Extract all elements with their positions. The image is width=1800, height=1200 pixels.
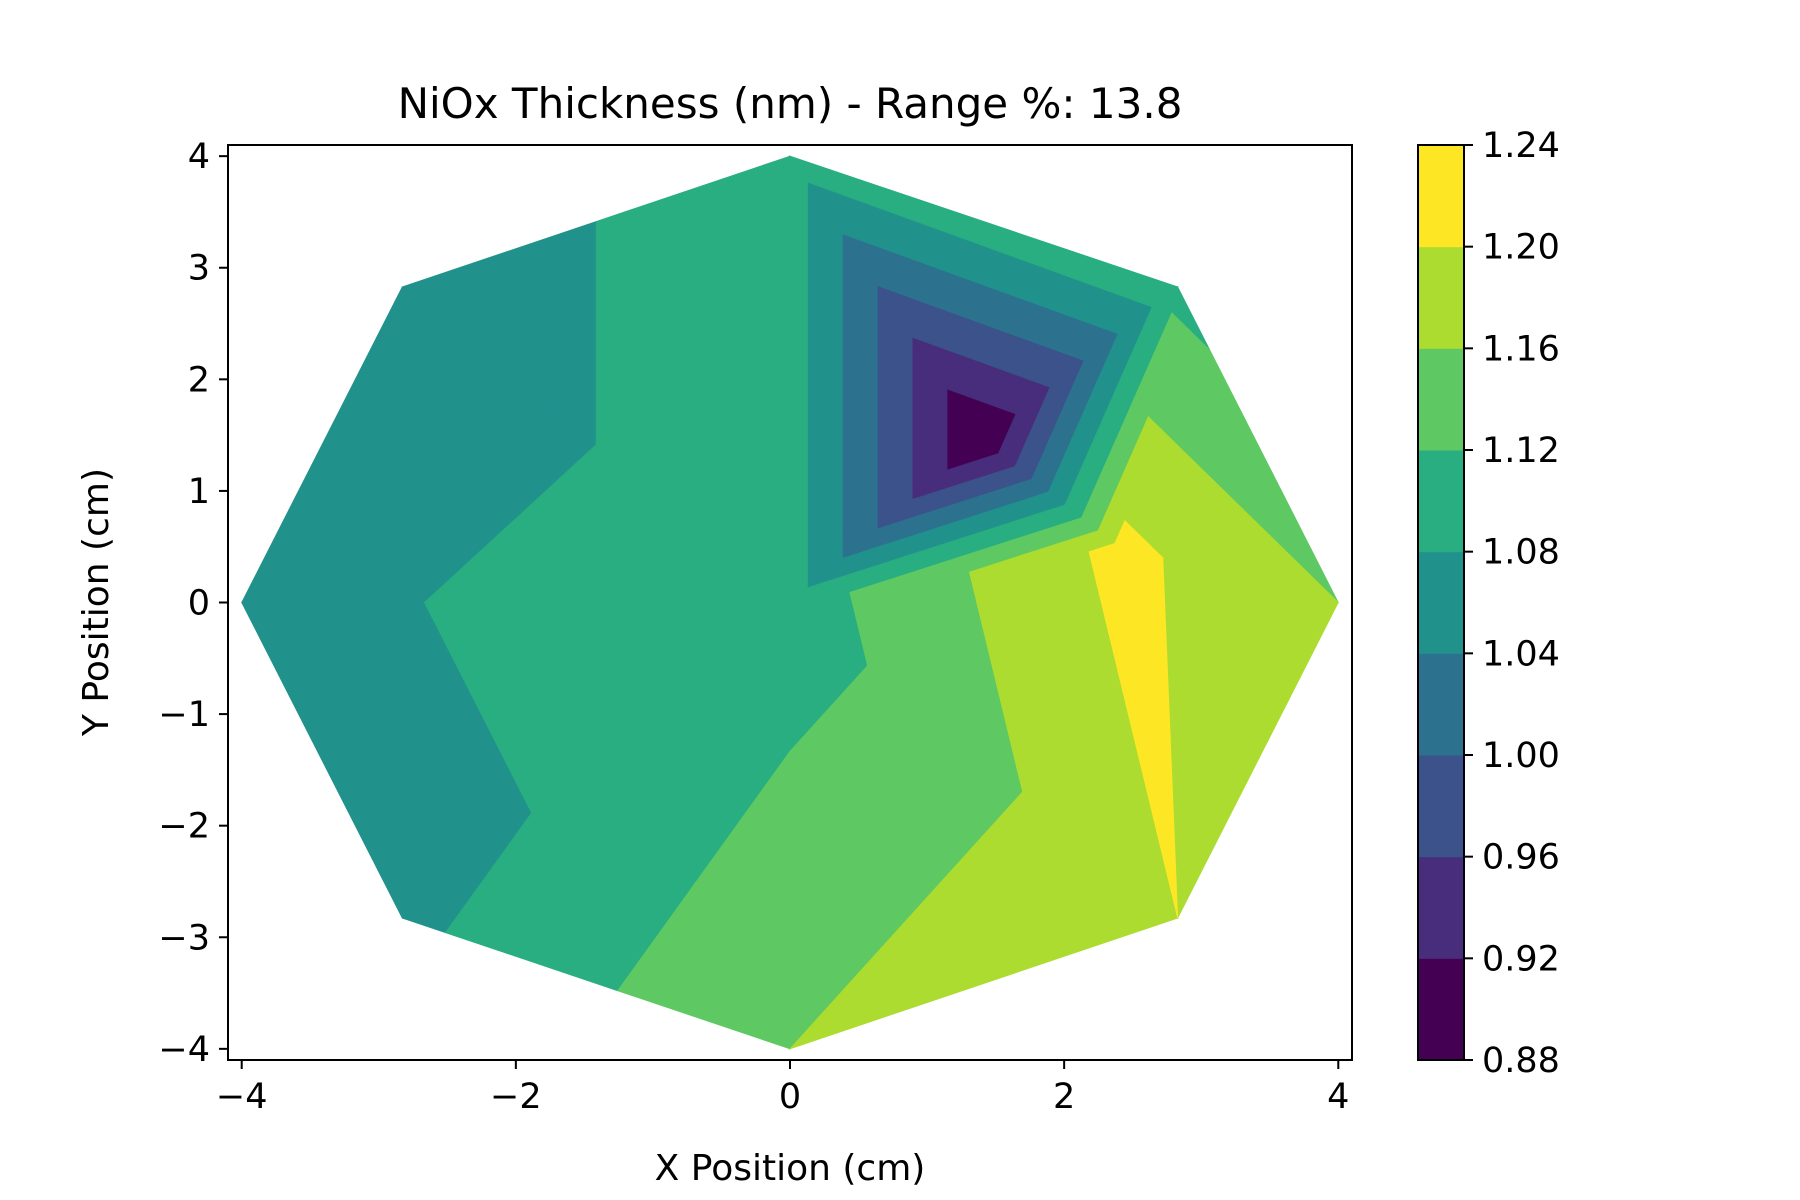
contour-band-1 [911,335,1051,501]
x-axis: −4 −2 0 2 4 [216,1060,1349,1117]
contour-band-4 [241,180,1153,934]
colorbar-segment-3 [1418,653,1464,756]
x-tick-label: −4 [216,1077,268,1117]
colorbar-segment-8 [1418,145,1464,248]
y-axis-label: Y Position (cm) [76,468,117,737]
y-tick-label: 0 [188,584,210,624]
colorbar-segment-0 [1418,958,1464,1061]
contour-band-8 [1088,519,1179,919]
contour-band-2 [876,284,1085,530]
colorbar-segment-1 [1418,856,1464,959]
y-tick-label: 4 [188,137,210,177]
y-tick-label: 2 [188,360,210,400]
colorbar-frame [1417,144,1465,1061]
y-axis: −4 −3 −2 −1 0 1 2 3 4 [158,137,228,1070]
contour-band-0 [945,387,1017,471]
contour-fill [241,154,1340,1050]
colorbar-tick-label: 1.00 [1482,736,1560,776]
y-tick-label: −4 [158,1030,210,1070]
y-tick-label: 3 [188,249,210,289]
colorbar-tick-label: 1.08 [1482,533,1560,573]
colorbar-tick-label: 0.92 [1482,939,1560,979]
colorbar-segment-4 [1418,551,1464,654]
contour-band-3 [841,232,1119,560]
colorbar-segment-2 [1418,755,1464,858]
x-tick-label: −2 [490,1077,542,1117]
y-tick-label: 1 [188,472,210,512]
colorbar-segment-6 [1418,348,1464,451]
colorbar-tick-label: 1.04 [1482,634,1560,674]
colorbar-tick-label: 0.88 [1482,1041,1560,1081]
colorbar-segment-7 [1418,246,1464,349]
y-tick-label: −1 [158,695,210,735]
colorbar-segment-5 [1418,450,1464,553]
y-tick-label: −2 [158,807,210,847]
colorbar-tick-label: 1.12 [1482,431,1560,471]
x-tick-label: 2 [1053,1077,1075,1117]
x-axis-label: X Position (cm) [655,1148,926,1189]
x-tick-label: 0 [779,1077,801,1117]
x-tick-label: 4 [1327,1077,1349,1117]
colorbar: 0.88 0.92 0.96 1.00 1.04 1.08 1.12 1.16 1.20 1.24 [1417,126,1560,1081]
colorbar-tick-label: 1.20 [1482,228,1560,268]
chart-title: NiOx Thickness (nm) - Range %: 13.8 [398,79,1183,128]
colorbar-tick-label: 1.16 [1482,329,1560,369]
colorbar-tick-label: 0.96 [1482,838,1560,878]
y-tick-label: −3 [158,918,210,958]
colorbar-tick-label: 1.24 [1482,126,1560,166]
